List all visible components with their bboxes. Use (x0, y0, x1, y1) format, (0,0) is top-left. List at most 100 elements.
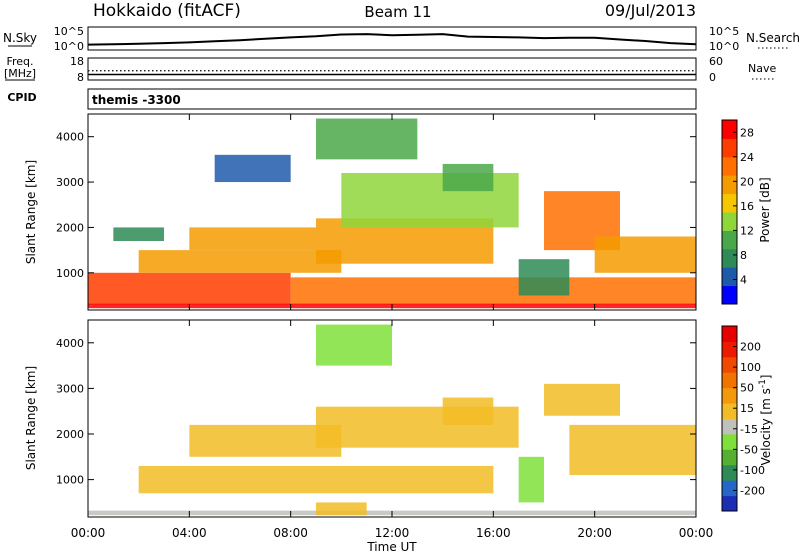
scatter-region-7 (518, 259, 570, 296)
colorbar-tick-label-1: 100 (740, 361, 761, 374)
power-colorbar: 4 8 12 16 20 24 28 (721, 119, 754, 305)
x-tick-label-2: 08:00 (273, 526, 308, 540)
colorbar-swatch-4 (722, 433, 737, 450)
colorbar-tick-label-4: -15 (740, 423, 758, 436)
colorbar-swatch-5 (722, 193, 737, 213)
scatter-region-7 (316, 324, 392, 366)
scatter-region-1 (290, 277, 696, 305)
scatter-region-6 (569, 424, 696, 476)
date-title: 09/Jul/2013 (605, 1, 696, 20)
colorbar-tick-label-3: 15 (740, 402, 754, 415)
cpid-panel-frame (87, 88, 697, 110)
colorbar-tick-label-0: 4 (740, 273, 747, 286)
noise-left-tick-top: 10^5 (54, 25, 84, 38)
scatter-region-4 (518, 456, 544, 503)
noise-right-tick-top: 10^5 (709, 25, 739, 38)
power-y-ticks: 1000 2000 3000 4000 (56, 131, 696, 280)
scatter-region-11 (214, 154, 291, 183)
scatter-region-9 (594, 236, 696, 273)
colorbar-swatch-2 (722, 248, 737, 268)
nave-right-label: Nave (748, 62, 776, 75)
velocity-colorbar-label-exp: -1 (758, 379, 768, 388)
colorbar-swatch-6 (722, 403, 737, 419)
noise-right-label: N.Search (746, 31, 800, 45)
colorbar-swatch-9 (722, 120, 737, 139)
colorbar-swatch-1 (722, 267, 737, 287)
velocity-colorbar-label-close: ] (759, 375, 773, 380)
colorbar-swatch-5 (722, 418, 737, 435)
colorbar-tick-label-0: 200 (740, 341, 761, 354)
noise-panel-frame (87, 26, 697, 51)
colorbar-tick-label-1: 8 (740, 249, 747, 262)
scatter-region-8 (442, 397, 494, 425)
power-panel: 1000 2000 3000 4000 Slant Range [km] 4 8 12 16… (24, 113, 772, 311)
velocity-y-axis-label: Slant Range [km] (24, 366, 38, 470)
colorbar-tick-label-5: 24 (740, 151, 754, 164)
power-colorbar-label: Power [dB] (758, 177, 772, 242)
cpid-panel: CPID themis -3300 (7, 88, 697, 110)
x-tick-label-3: 12:00 (375, 526, 410, 540)
colorbar-swatch-11 (722, 326, 737, 342)
colorbar-tick-label-7: -200 (740, 484, 765, 497)
colorbar-tick-label-6: -100 (740, 464, 765, 477)
scatter-region-10 (316, 118, 418, 160)
velocity-colorbar-label-main: Velocity [m s (759, 388, 773, 465)
scatter-region-1 (138, 465, 494, 494)
freq-left-unit: [MHz] (4, 67, 36, 80)
colorbar-swatch-7 (722, 156, 737, 176)
colorbar-swatch-0 (722, 285, 737, 305)
velocity-colorbar-label: Velocity [m s-1] (758, 375, 773, 466)
colorbar-tick-label-2: 12 (740, 224, 754, 237)
velocity-y-ticks: 1000 2000 3000 4000 (56, 337, 696, 487)
velocity-panel: 1000 2000 3000 4000 Slant Range [km] 200 100… (24, 319, 773, 518)
colorbar-tick-label-3: 16 (740, 200, 754, 213)
colorbar-tick-label-2: 50 (740, 382, 754, 395)
freq-left-tick-bottom: 8 (77, 71, 84, 84)
cpid-value: themis -3300 (92, 93, 181, 107)
noise-right-tick-bottom: 10^0 (709, 40, 739, 53)
beam-title: Beam 11 (364, 3, 431, 21)
nave-right-tick-top: 60 (709, 55, 723, 68)
station-title: Hokkaido (fitACF) (93, 1, 241, 21)
colorbar-swatch-0 (722, 495, 737, 512)
freq-left-tick-top: 18 (70, 55, 84, 68)
scatter-region-12 (113, 227, 164, 242)
scatter-region-2 (189, 424, 342, 457)
scatter-region-3 (138, 250, 342, 273)
y-tick-label-1: 2000 (56, 428, 84, 441)
power-y-axis-label: Slant Range [km] (24, 160, 38, 264)
velocity-heatmap-cells (88, 324, 696, 516)
scatter-region-0 (88, 272, 291, 305)
colorbar-tick-label-5: -50 (740, 443, 758, 456)
freq-left-label: Freq. (6, 55, 33, 68)
colorbar-swatch-1 (722, 480, 737, 497)
colorbar-swatch-3 (722, 230, 737, 250)
scatter-region-5 (544, 383, 620, 416)
colorbar-swatch-10 (722, 341, 737, 358)
y-tick-label-3: 4000 (56, 337, 84, 350)
colorbar-swatch-8 (722, 372, 737, 389)
nave-right-tick-bottom: 0 (709, 71, 716, 84)
y-tick-label-0: 1000 (56, 474, 84, 487)
y-tick-label-0: 1000 (56, 267, 84, 280)
x-tick-label-5: 20:00 (577, 526, 612, 540)
colorbar-tick-label-6: 28 (740, 126, 754, 139)
velocity-colorbar: 200 100 50 15 -15 -50 -100 -200 (721, 325, 765, 512)
y-tick-label-2: 3000 (56, 176, 84, 189)
x-axis-label: Time UT (366, 540, 417, 554)
noise-panel: N.Sky 10^5 10^0 10^5 10^0 N.Search (3, 25, 800, 53)
colorbar-swatch-4 (722, 212, 737, 231)
noise-left-label: N.Sky (3, 31, 37, 45)
colorbar-frame (721, 325, 738, 512)
x-tick-label-1: 04:00 (172, 526, 207, 540)
colorbar-swatch-7 (722, 387, 737, 404)
colorbar-swatch-2 (722, 464, 737, 481)
x-tick-label-0: 00:00 (71, 526, 106, 540)
noise-left-tick-bottom: 10^0 (54, 40, 84, 53)
y-tick-label-1: 2000 (56, 221, 84, 234)
noise-series-line (87, 33, 697, 46)
colorbar-swatch-6 (722, 175, 737, 195)
cpid-label: CPID (7, 91, 36, 104)
x-tick-label-4: 16:00 (476, 526, 511, 540)
